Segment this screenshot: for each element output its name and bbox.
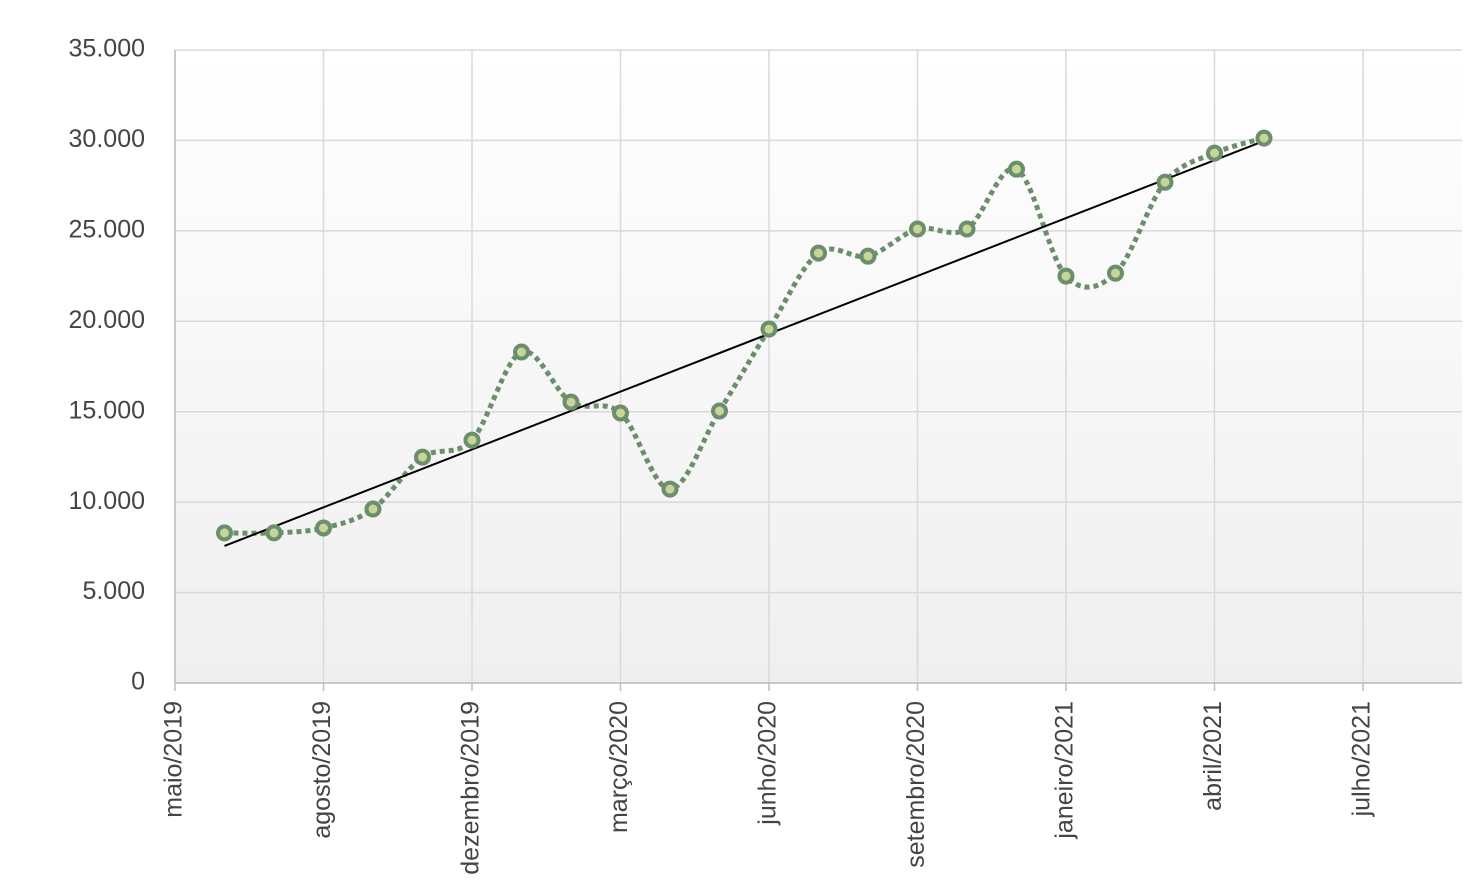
data-point	[265, 524, 283, 542]
y-tick-label: 5.000	[82, 577, 145, 605]
trendline	[224, 140, 1265, 547]
data-point	[958, 220, 976, 238]
data-point	[1156, 173, 1174, 191]
data-point	[216, 524, 233, 542]
data-point	[1255, 129, 1273, 147]
data-point	[1107, 264, 1124, 282]
x-tick-label: dezembro/2019	[457, 701, 485, 875]
data-point	[612, 404, 629, 422]
data-point	[463, 431, 481, 449]
x-tick-label: junho/2020	[754, 701, 782, 826]
x-tick-label: agosto/2019	[308, 701, 336, 839]
y-tick-label: 0	[131, 668, 145, 696]
x-tick-label: abril/2021	[1199, 701, 1227, 811]
y-tick-label: 10.000	[69, 487, 145, 515]
data-point	[909, 220, 926, 238]
x-tick-label: janeiro/2021	[1051, 701, 1079, 840]
plot-area	[175, 50, 1462, 683]
data-point	[1206, 144, 1223, 162]
x-tick-label: março/2020	[605, 701, 633, 833]
data-point	[315, 519, 332, 537]
x-tick-label: julho/2021	[1348, 701, 1376, 817]
data-point	[364, 500, 382, 518]
y-tick-label: 20.000	[69, 306, 145, 334]
y-tick-label: 15.000	[69, 396, 145, 424]
x-tick-label: maio/2019	[160, 701, 188, 818]
y-tick-label: 25.000	[69, 215, 145, 243]
data-point	[513, 343, 530, 361]
data-point	[859, 247, 877, 265]
y-tick-label: 35.000	[69, 35, 145, 63]
y-tick-label: 30.000	[69, 125, 145, 153]
data-point	[414, 448, 431, 466]
data-point	[810, 244, 827, 262]
data-point	[562, 393, 580, 411]
data-point	[1008, 160, 1025, 178]
data-point	[1057, 267, 1075, 285]
data-point	[711, 402, 728, 420]
data-point	[661, 480, 679, 498]
x-tick-label: setembro/2020	[902, 701, 930, 868]
data-point	[760, 320, 778, 338]
